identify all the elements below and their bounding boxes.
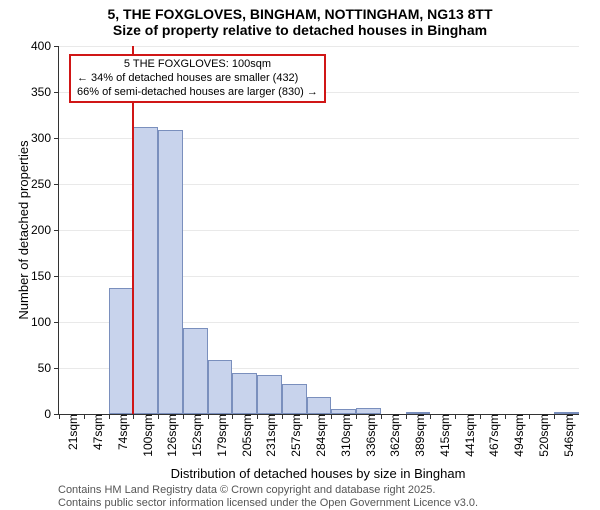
- xtick-mark: [381, 414, 382, 419]
- xtick-mark: [307, 414, 308, 419]
- title-line-1: 5, THE FOXGLOVES, BINGHAM, NOTTINGHAM, N…: [0, 6, 600, 22]
- xtick-mark: [282, 414, 283, 419]
- ytick-label: 400: [31, 39, 59, 53]
- ytick-label: 50: [38, 361, 59, 375]
- histogram-bar: [307, 397, 332, 414]
- callout-line-2: ← 34% of detached houses are smaller (43…: [77, 72, 318, 86]
- xtick-mark: [109, 414, 110, 419]
- histogram-bar: [282, 384, 307, 414]
- xtick-label: 441sqm: [459, 414, 477, 457]
- xtick-label: 389sqm: [409, 414, 427, 457]
- histogram-bar: [109, 288, 134, 414]
- xtick-mark: [331, 414, 332, 419]
- xtick-mark: [455, 414, 456, 419]
- xtick-label: 362sqm: [384, 414, 402, 457]
- histogram-bar: [158, 130, 183, 414]
- x-axis-label: Distribution of detached houses by size …: [58, 466, 578, 481]
- xtick-mark: [59, 414, 60, 419]
- xtick-label: 205sqm: [236, 414, 254, 457]
- xtick-label: 231sqm: [260, 414, 278, 457]
- xtick-label: 284sqm: [310, 414, 328, 457]
- xtick-mark: [183, 414, 184, 419]
- xtick-mark: [232, 414, 233, 419]
- xtick-mark: [84, 414, 85, 419]
- histogram-bar: [183, 328, 208, 414]
- xtick-label: 257sqm: [285, 414, 303, 457]
- xtick-mark: [158, 414, 159, 419]
- xtick-mark: [505, 414, 506, 419]
- xtick-label: 21sqm: [62, 414, 80, 450]
- xtick-label: 152sqm: [186, 414, 204, 457]
- footnote: Contains HM Land Registry data © Crown c…: [58, 484, 478, 510]
- xtick-label: 494sqm: [508, 414, 526, 457]
- histogram-bar: [133, 127, 158, 414]
- xtick-label: 336sqm: [360, 414, 378, 457]
- xtick-label: 520sqm: [533, 414, 551, 457]
- xtick-mark: [133, 414, 134, 419]
- xtick-mark: [406, 414, 407, 419]
- xtick-label: 126sqm: [161, 414, 179, 457]
- histogram-bar: [232, 373, 257, 414]
- ytick-label: 250: [31, 177, 59, 191]
- callout-box: 5 THE FOXGLOVES: 100sqm← 34% of detached…: [69, 54, 326, 103]
- ytick-label: 200: [31, 223, 59, 237]
- xtick-label: 310sqm: [335, 414, 353, 457]
- gridline: [59, 46, 579, 47]
- xtick-label: 415sqm: [434, 414, 452, 457]
- histogram-bar: [208, 360, 233, 414]
- xtick-label: 179sqm: [211, 414, 229, 457]
- callout-line-1: 5 THE FOXGLOVES: 100sqm: [77, 58, 318, 72]
- xtick-label: 74sqm: [112, 414, 130, 450]
- xtick-mark: [480, 414, 481, 419]
- xtick-mark: [356, 414, 357, 419]
- y-axis-label: Number of detached properties: [16, 130, 31, 330]
- footnote-line-1: Contains HM Land Registry data © Crown c…: [58, 484, 478, 497]
- histogram-bar: [257, 375, 282, 414]
- ytick-label: 350: [31, 85, 59, 99]
- footnote-line-2: Contains public sector information licen…: [58, 497, 478, 510]
- xtick-mark: [554, 414, 555, 419]
- xtick-mark: [257, 414, 258, 419]
- ytick-label: 300: [31, 131, 59, 145]
- ytick-label: 100: [31, 315, 59, 329]
- ytick-label: 0: [44, 407, 59, 421]
- xtick-label: 100sqm: [137, 414, 155, 457]
- callout-line-3: 66% of semi-detached houses are larger (…: [77, 86, 318, 100]
- ytick-label: 150: [31, 269, 59, 283]
- xtick-label: 47sqm: [87, 414, 105, 450]
- xtick-label: 467sqm: [483, 414, 501, 457]
- chart-container: 5, THE FOXGLOVES, BINGHAM, NOTTINGHAM, N…: [0, 0, 600, 500]
- xtick-mark: [208, 414, 209, 419]
- xtick-mark: [529, 414, 530, 419]
- plot-area: 05010015020025030035040021sqm47sqm74sqm1…: [58, 46, 579, 415]
- title-line-2: Size of property relative to detached ho…: [0, 22, 600, 38]
- xtick-mark: [430, 414, 431, 419]
- xtick-label: 546sqm: [558, 414, 576, 457]
